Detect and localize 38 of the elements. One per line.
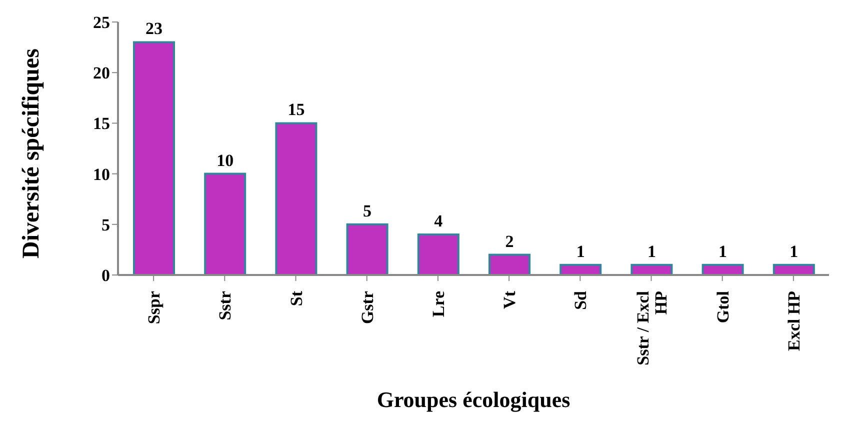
x-tick-label: Lre (428, 290, 448, 318)
bar (560, 264, 602, 275)
x-tick-label: Sspr (144, 290, 164, 324)
x-tick-label: Gstr (358, 290, 377, 324)
x-tick-label: St (286, 290, 306, 306)
data-label: 5 (363, 201, 372, 220)
data-label: 1 (647, 242, 656, 261)
data-label: 4 (434, 212, 444, 231)
bar (772, 264, 815, 275)
bar (417, 234, 460, 275)
data-label: 1 (576, 242, 585, 261)
x-tick-label: Vt (500, 290, 520, 309)
x-tick-label: Sd (571, 290, 590, 310)
bar (702, 264, 744, 275)
y-tick-label: 10 (93, 164, 110, 184)
x-tick-label: Excl HP (784, 291, 804, 351)
bar (275, 122, 318, 275)
data-label: 23 (146, 19, 162, 38)
y-tick-label: 0 (102, 266, 110, 286)
data-label: 10 (216, 150, 234, 170)
y-tick-label: 15 (93, 114, 110, 134)
data-label: 2 (505, 232, 514, 251)
y-tick-label: 20 (93, 64, 110, 83)
y-tick-label: 5 (102, 215, 110, 234)
x-tick-label: Sstr / Excl HP (633, 290, 670, 366)
y-tick-label: 25 (93, 13, 110, 32)
bar (488, 254, 530, 275)
bar (204, 172, 246, 275)
x-tick-label: Sstr (216, 290, 235, 320)
data-label: 1 (790, 242, 798, 261)
data-label: 15 (288, 100, 305, 120)
x-tick-label: Gtol (713, 290, 732, 324)
x-axis-title: Groupes écologiques (376, 387, 571, 412)
data-label: 1 (718, 242, 728, 261)
bar (346, 223, 388, 275)
y-axis-title: Diversité spécifiques (18, 48, 45, 258)
bar (630, 264, 673, 275)
bar (133, 41, 175, 275)
